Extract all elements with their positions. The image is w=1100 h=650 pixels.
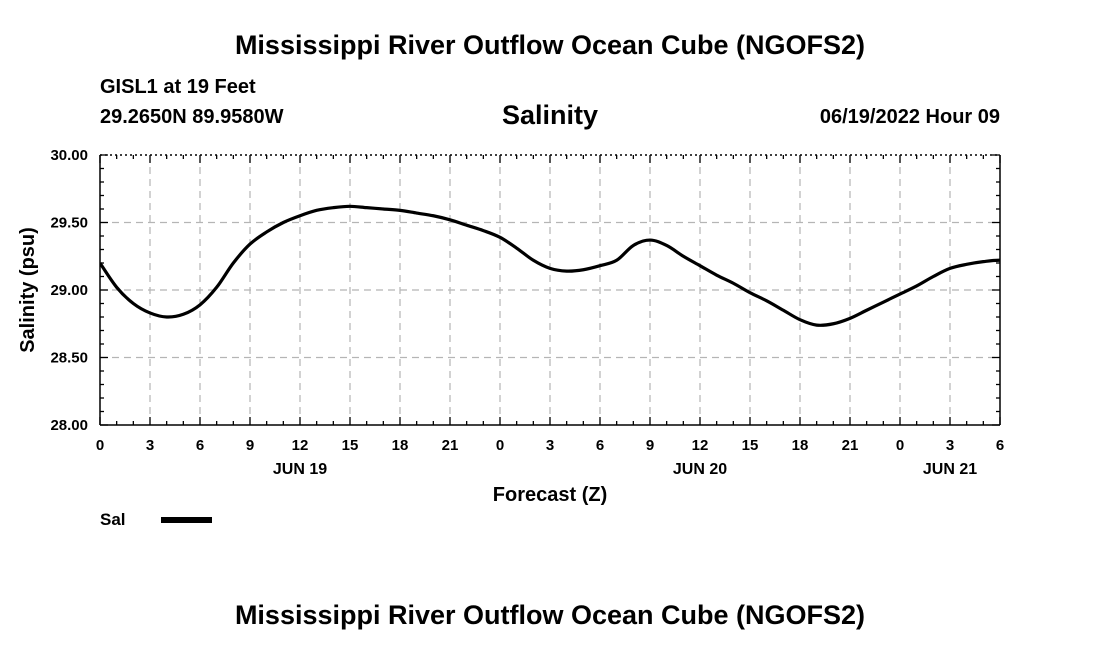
day-label: JUN 19 [273, 461, 327, 478]
y-axis-title: Salinity (psu) [17, 227, 39, 353]
x-tick-label: 21 [442, 437, 459, 454]
x-tick-label: 18 [792, 437, 809, 454]
station-coordinates: 29.2650N 89.9580W [100, 106, 284, 128]
x-tick-label: 15 [342, 437, 359, 454]
series-line-sal [100, 204, 1000, 327]
y-tick-label: 30.00 [50, 147, 88, 164]
x-tick-label: 0 [496, 437, 504, 454]
x-tick-label: 3 [946, 437, 954, 454]
x-tick-label: 18 [392, 437, 409, 454]
x-tick-label: 0 [896, 437, 904, 454]
y-tick-label: 28.00 [50, 417, 88, 434]
day-label: JUN 21 [923, 461, 977, 478]
x-tick-label: 6 [196, 437, 204, 454]
x-tick-label: 12 [292, 437, 309, 454]
x-tick-label: 6 [596, 437, 604, 454]
day-label: JUN 20 [673, 461, 727, 478]
x-tick-label: 21 [842, 437, 859, 454]
x-tick-label: 9 [246, 437, 254, 454]
x-tick-label: 0 [96, 437, 104, 454]
chart-title: Salinity [501, 100, 599, 130]
x-tick-label: 12 [692, 437, 709, 454]
x-tick-label: 15 [742, 437, 759, 454]
x-tick-label: 3 [146, 437, 154, 454]
y-tick-label: 28.50 [50, 350, 88, 367]
legend-label: Sal [100, 510, 126, 529]
bottom-title: Mississippi River Outflow Ocean Cube (NG… [234, 600, 866, 630]
main-title: Mississippi River Outflow Ocean Cube (NG… [234, 30, 866, 60]
x-tick-label: 9 [646, 437, 654, 454]
legend-line-swatch [161, 517, 212, 523]
forecast-time: 06/19/2022 Hour 09 [819, 106, 1000, 128]
x-axis-title: Forecast (Z) [493, 484, 607, 506]
station-name: GISL1 at 19 Feet [100, 76, 256, 98]
y-tick-label: 29.00 [50, 282, 88, 299]
x-tick-label: 3 [546, 437, 554, 454]
y-tick-label: 29.50 [50, 215, 88, 232]
x-tick-label: 6 [996, 437, 1004, 454]
